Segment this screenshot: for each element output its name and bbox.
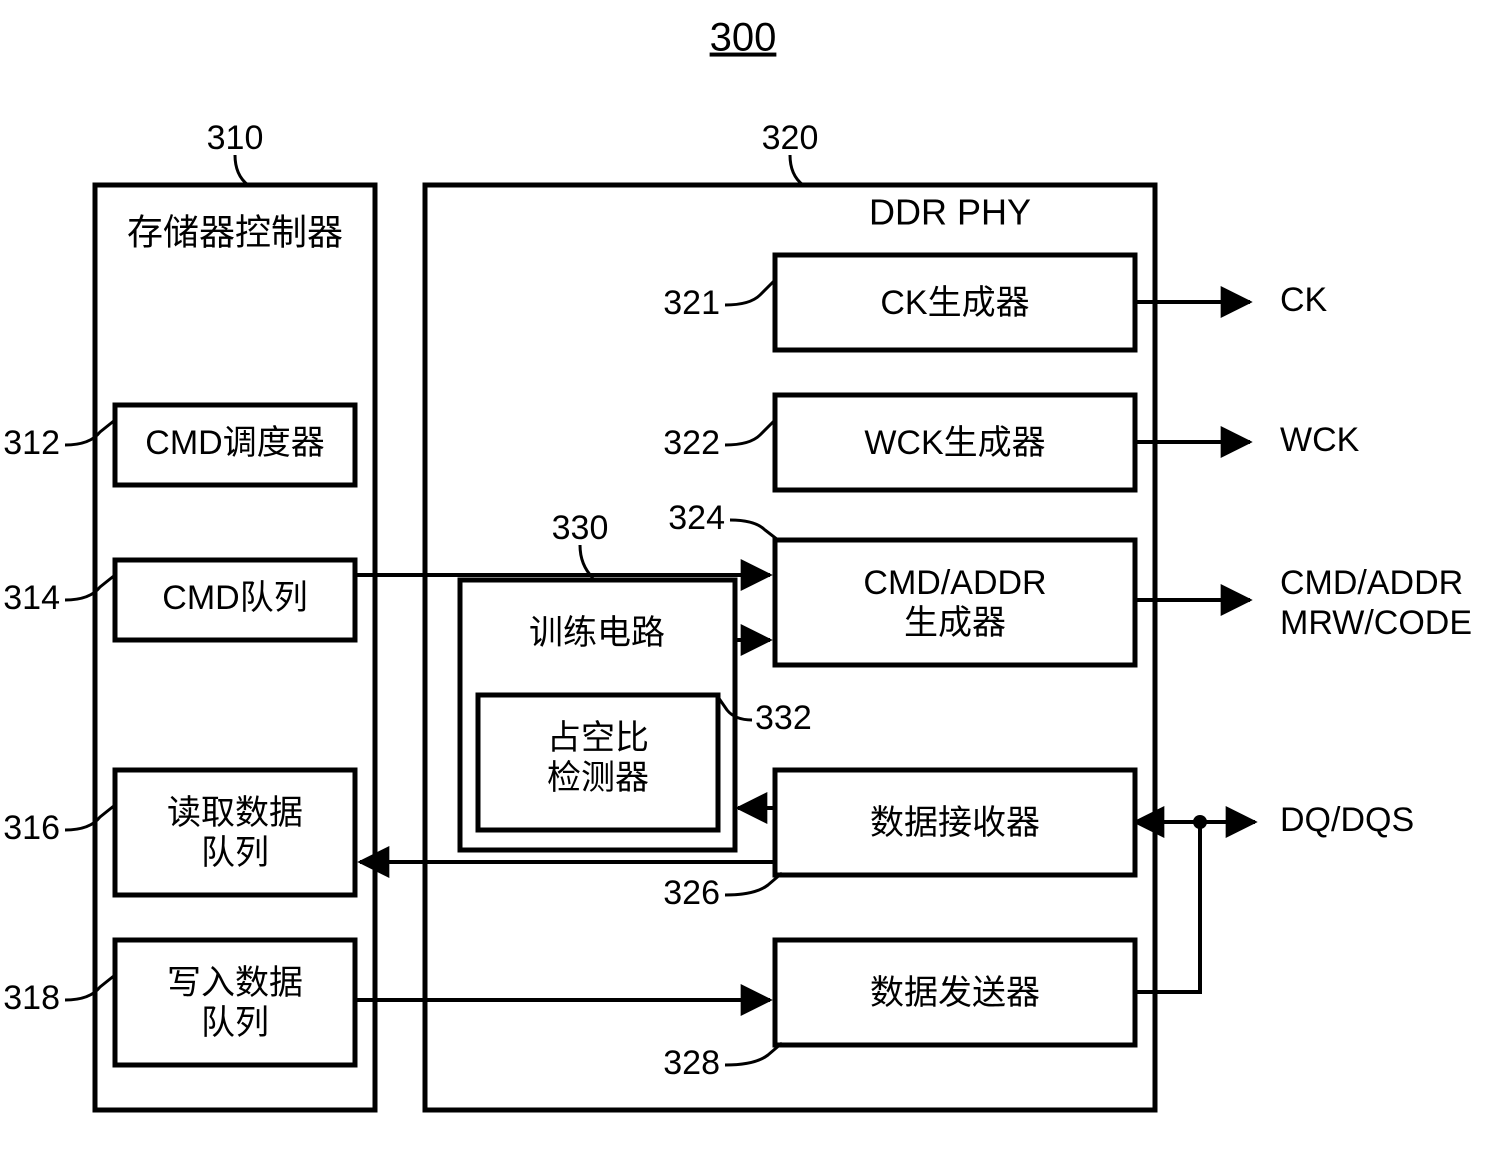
- wck-gen-ref: 322: [663, 424, 720, 462]
- ddr-phy-ref: 320: [762, 119, 819, 157]
- cmd-scheduler-label: CMD调度器: [145, 424, 324, 462]
- output-wck: WCK: [1280, 421, 1360, 459]
- read-queue-box: [115, 770, 355, 895]
- ck-gen-ref: 321: [663, 284, 720, 322]
- figure-number: 300: [710, 16, 777, 60]
- memory-controller-ref: 310: [207, 119, 264, 157]
- training-label: 训练电路: [529, 614, 665, 652]
- cmd-addr-gen-label-1: CMD/ADDR: [863, 564, 1046, 602]
- wck-gen-label: WCK生成器: [864, 424, 1045, 462]
- write-queue-label-2: 队列: [201, 1004, 269, 1042]
- data-rx-label: 数据接收器: [870, 804, 1040, 842]
- training-ref: 330: [552, 509, 609, 547]
- data-tx-label: 数据发送器: [870, 974, 1040, 1012]
- leader-320: [790, 155, 803, 185]
- cmd-scheduler-ref: 312: [3, 424, 60, 462]
- read-queue-label-1: 读取数据: [167, 794, 303, 832]
- memory-controller-title: 存储器控制器: [127, 212, 343, 253]
- write-queue-box: [115, 940, 355, 1065]
- cmd-queue-ref: 314: [3, 579, 60, 617]
- ddr-phy-title: DDR PHY: [869, 192, 1031, 233]
- ck-gen-label: CK生成器: [880, 284, 1029, 322]
- duty-detector-ref: 332: [755, 699, 812, 737]
- output-dqdqs: DQ/DQS: [1280, 801, 1414, 839]
- read-queue-label-2: 队列: [201, 834, 269, 872]
- cmd-queue-label: CMD队列: [162, 579, 307, 617]
- write-queue-ref: 318: [3, 979, 60, 1017]
- cmd-addr-gen-box: [775, 540, 1135, 665]
- read-queue-ref: 316: [3, 809, 60, 847]
- data-tx-ref: 328: [663, 1044, 720, 1082]
- write-queue-label-1: 写入数据: [167, 964, 303, 1002]
- duty-detector-label-1: 占空比: [547, 719, 649, 757]
- diagram-root: 300 310 存储器控制器 CMD调度器 312 CMD队列 314 读取数据…: [0, 0, 1487, 1162]
- output-cmd-addr-1: CMD/ADDR: [1280, 564, 1463, 602]
- output-cmd-addr-2: MRW/CODE: [1280, 604, 1472, 642]
- cmd-addr-gen-ref: 324: [668, 499, 725, 537]
- data-rx-ref: 326: [663, 874, 720, 912]
- leader-310: [235, 155, 248, 185]
- output-ck: CK: [1280, 281, 1328, 319]
- duty-detector-label-2: 检测器: [547, 759, 649, 797]
- cmd-addr-gen-label-2: 生成器: [904, 604, 1006, 642]
